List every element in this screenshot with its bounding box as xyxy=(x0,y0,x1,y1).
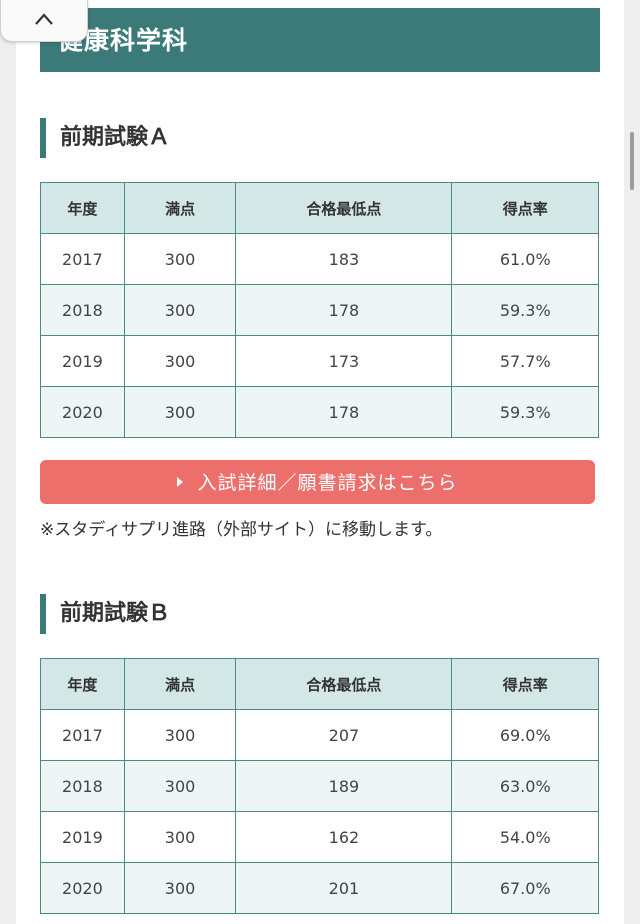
admission-details-button[interactable]: 入試詳細／願書請求はこちら xyxy=(40,460,595,504)
table-row: 2020 300 201 67.0% xyxy=(40,862,599,914)
triangle-right-icon xyxy=(177,477,184,487)
cell-year: 2020 xyxy=(40,862,125,914)
table-row: 2019 300 162 54.0% xyxy=(40,811,599,863)
header-year: 年度 xyxy=(40,658,125,710)
cell-full-score: 300 xyxy=(123,811,237,863)
cell-full-score: 300 xyxy=(123,233,237,285)
cell-rate: 57.7% xyxy=(451,335,599,387)
cell-rate: 59.3% xyxy=(451,386,599,438)
chevron-up-icon xyxy=(35,13,53,25)
page-scrollbar[interactable] xyxy=(630,132,634,190)
admission-details-label: 入試詳細／願書請求はこちら xyxy=(197,472,458,494)
cell-min-score: 189 xyxy=(235,760,453,812)
header-score-rate: 得点率 xyxy=(451,182,599,234)
header-full-score: 満点 xyxy=(123,658,237,710)
cell-rate: 63.0% xyxy=(451,760,599,812)
cell-year: 2019 xyxy=(40,335,125,387)
score-table-b: 年度 満点 合格最低点 得点率 2017 300 207 69.0% 2018 … xyxy=(40,658,599,914)
cell-year: 2019 xyxy=(40,811,125,863)
cell-full-score: 300 xyxy=(123,335,237,387)
cell-min-score: 162 xyxy=(235,811,453,863)
cell-full-score: 300 xyxy=(123,760,237,812)
cell-full-score: 300 xyxy=(123,386,237,438)
cell-year: 2017 xyxy=(40,233,125,285)
section-title-b: 前期試験Ｂ xyxy=(40,594,170,634)
score-table-a: 年度 満点 合格最低点 得点率 2017 300 183 61.0% 2018 … xyxy=(40,182,599,438)
cell-min-score: 178 xyxy=(235,386,453,438)
table-row: 2017 300 183 61.0% xyxy=(40,233,599,285)
cell-min-score: 183 xyxy=(235,233,453,285)
department-title: 健康科学科 xyxy=(40,8,600,72)
content-card: 健康科学科 前期試験Ａ 年度 満点 合格最低点 得点率 2017 300 183… xyxy=(16,0,624,924)
table-row: 2019 300 173 57.7% xyxy=(40,335,599,387)
cell-year: 2020 xyxy=(40,386,125,438)
table-header-row: 年度 満点 合格最低点 得点率 xyxy=(40,658,599,710)
cell-rate: 69.0% xyxy=(451,709,599,761)
cell-rate: 67.0% xyxy=(451,862,599,914)
cell-min-score: 201 xyxy=(235,862,453,914)
header-min-passing-score: 合格最低点 xyxy=(235,658,453,710)
cell-min-score: 173 xyxy=(235,335,453,387)
table-row: 2020 300 178 59.3% xyxy=(40,386,599,438)
cell-min-score: 207 xyxy=(235,709,453,761)
header-score-rate: 得点率 xyxy=(451,658,599,710)
cell-full-score: 300 xyxy=(123,862,237,914)
section-title-a: 前期試験Ａ xyxy=(40,118,170,158)
cell-rate: 54.0% xyxy=(451,811,599,863)
cell-rate: 59.3% xyxy=(451,284,599,336)
table-header-row: 年度 満点 合格最低点 得点率 xyxy=(40,182,599,234)
cell-min-score: 178 xyxy=(235,284,453,336)
table-row: 2018 300 189 63.0% xyxy=(40,760,599,812)
cell-year: 2018 xyxy=(40,284,125,336)
table-row: 2018 300 178 59.3% xyxy=(40,284,599,336)
external-site-note: ※スタディサプリ進路（外部サイト）に移動します。 xyxy=(40,520,443,540)
header-full-score: 満点 xyxy=(123,182,237,234)
cell-year: 2018 xyxy=(40,760,125,812)
cell-full-score: 300 xyxy=(123,709,237,761)
header-min-passing-score: 合格最低点 xyxy=(235,182,453,234)
cell-full-score: 300 xyxy=(123,284,237,336)
cell-year: 2017 xyxy=(40,709,125,761)
table-row: 2017 300 207 69.0% xyxy=(40,709,599,761)
cell-rate: 61.0% xyxy=(451,233,599,285)
collapse-button[interactable] xyxy=(0,0,88,42)
header-year: 年度 xyxy=(40,182,125,234)
